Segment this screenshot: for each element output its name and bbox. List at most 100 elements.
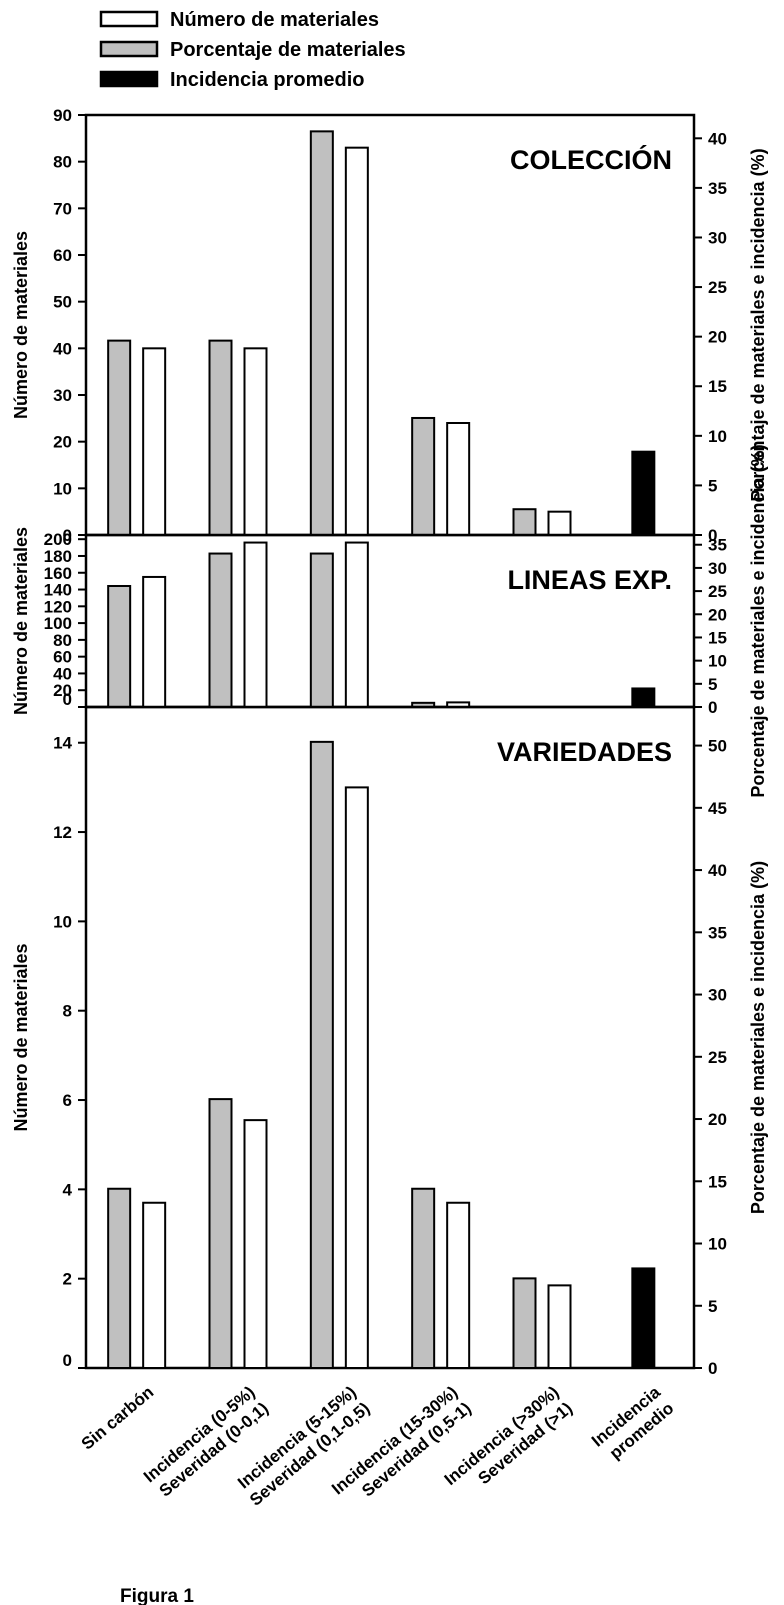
bar-porcentaje-de-materiales <box>309 740 334 1369</box>
x-category-label: Incidencia (5-15%)Severidad (0,1-0,5) <box>233 1383 374 1510</box>
legend-swatch-incidence <box>99 70 159 88</box>
bar-porcentaje-de-materiales <box>411 416 436 537</box>
right-tick-label: 20 <box>708 605 727 624</box>
left-tick-label: 70 <box>53 199 72 218</box>
right-tick-label: 5 <box>708 476 717 495</box>
bar-incidencia-promedio <box>631 687 656 708</box>
figure-label: Figura 1 <box>120 1586 194 1605</box>
right-tick-label: 25 <box>708 278 727 297</box>
panel-lineas-exp: 0204060801001201401601802000510152025303… <box>11 444 768 797</box>
left-tick-label: 0 <box>63 1351 72 1370</box>
bar-numero-de-materiales <box>243 1119 268 1369</box>
bar-numero-de-materiales <box>243 541 268 708</box>
left-tick-label: 4 <box>63 1180 73 1199</box>
bar-porcentaje-de-materiales <box>411 1187 436 1369</box>
bar-numero-de-materiales <box>344 786 369 1369</box>
left-tick-label: 60 <box>53 648 72 667</box>
left-tick-label: 6 <box>63 1091 72 1110</box>
legend-label-number: Número de materiales <box>170 9 379 31</box>
bar-porcentaje-de-materiales <box>512 1277 537 1370</box>
right-tick-label: 5 <box>708 1297 717 1316</box>
left-tick-label: 80 <box>53 153 72 172</box>
left-tick-label: 60 <box>53 246 72 265</box>
bar-numero-de-materiales <box>142 1201 167 1369</box>
right-tick-label: 15 <box>708 628 727 647</box>
left-tick-label: 100 <box>44 614 72 633</box>
left-tick-label: 40 <box>53 339 72 358</box>
left-tick-label: 8 <box>63 1002 72 1021</box>
right-tick-label: 50 <box>708 737 727 756</box>
right-tick-label: 5 <box>708 675 717 694</box>
left-tick-label: 30 <box>53 386 72 405</box>
left-tick-label: 200 <box>44 530 72 549</box>
bar-numero-de-materiales <box>547 1284 572 1369</box>
left-tick-label: 50 <box>53 293 72 312</box>
right-tick-label: 35 <box>708 536 727 555</box>
legend-swatch-percent <box>99 40 159 58</box>
right-tick-label: 45 <box>708 799 727 818</box>
bar-porcentaje-de-materiales <box>208 339 233 537</box>
right-tick-label: 0 <box>708 526 717 545</box>
bar-porcentaje-de-materiales <box>512 508 537 536</box>
bar-numero-de-materiales <box>142 575 167 709</box>
right-axis-title: Porcentaje de materiales e incidencia (%… <box>748 444 768 797</box>
panel-title: LINEAS EXP. <box>507 565 672 595</box>
right-tick-label: 10 <box>708 652 727 671</box>
bar-numero-de-materiales <box>446 1201 471 1369</box>
right-tick-label: 30 <box>708 228 727 247</box>
bar-porcentaje-de-materiales <box>309 552 334 709</box>
x-category-label: Sin carbón <box>78 1383 158 1454</box>
bar-numero-de-materiales <box>344 146 369 537</box>
bar-incidencia-promedio <box>631 1267 656 1369</box>
right-tick-label: 40 <box>708 861 727 880</box>
left-tick-label: 160 <box>44 564 72 583</box>
plot-frame <box>84 705 696 1370</box>
legend-label-percent: Porcentaje de materiales <box>170 39 406 61</box>
right-tick-label: 30 <box>708 559 727 578</box>
bar-porcentaje-de-materiales <box>208 552 233 709</box>
right-tick-label: 20 <box>708 328 727 347</box>
bar-numero-de-materiales <box>344 541 369 708</box>
bar-porcentaje-de-materiales <box>107 1187 132 1369</box>
legend-swatch-number <box>99 10 159 28</box>
right-tick-label: 35 <box>708 179 727 198</box>
right-axis-title: Porcentaje de materiales e incidencia (%… <box>748 148 768 501</box>
left-tick-label: 90 <box>53 106 72 125</box>
right-axis-title: Porcentaje de materiales e incidencia (%… <box>748 861 768 1214</box>
right-tick-label: 15 <box>708 377 727 396</box>
left-tick-label: 40 <box>53 664 72 683</box>
left-tick-label: 140 <box>44 581 72 600</box>
panel-title: VARIEDADES <box>497 737 672 767</box>
left-tick-label: 10 <box>53 479 72 498</box>
bar-incidencia-promedio <box>631 450 656 536</box>
right-tick-label: 0 <box>708 698 717 717</box>
bar-porcentaje-de-materiales <box>107 339 132 537</box>
bar-numero-de-materiales <box>446 422 471 536</box>
bar-porcentaje-de-materiales <box>107 584 132 709</box>
right-tick-label: 10 <box>708 427 727 446</box>
right-tick-label: 35 <box>708 923 727 942</box>
left-tick-label: 120 <box>44 597 72 616</box>
left-tick-label: 20 <box>53 433 72 452</box>
right-tick-label: 25 <box>708 582 727 601</box>
bar-numero-de-materiales <box>547 510 572 536</box>
panel-variedades: 0 2 4 6 8 10 12 14 0 5 10 15 20 25 30 35 40 45 50 Número de… <box>11 705 768 1378</box>
x-category-line: Sin carbón <box>78 1383 158 1454</box>
right-tick-label: 25 <box>708 1048 727 1067</box>
left-tick-label: 20 <box>53 681 72 700</box>
left-tick-label: 180 <box>44 547 72 566</box>
x-category-label: Incidenciapromedio <box>588 1382 678 1466</box>
right-tick-label: 10 <box>708 1235 727 1254</box>
left-axis-title: Número de materiales <box>11 231 31 419</box>
panel-title: COLECCIÓN <box>510 144 672 175</box>
right-tick-label: 30 <box>708 986 727 1005</box>
left-tick-label: 0 <box>63 690 72 709</box>
left-tick-label: 14 <box>53 734 72 753</box>
bar-porcentaje-de-materiales <box>309 130 334 536</box>
left-axis-title: Número de materiales <box>11 943 31 1131</box>
left-tick-label: 0 <box>63 526 72 545</box>
right-tick-label: 20 <box>708 1110 727 1129</box>
bar-numero-de-materiales <box>243 347 268 537</box>
plot-frame <box>84 533 696 709</box>
